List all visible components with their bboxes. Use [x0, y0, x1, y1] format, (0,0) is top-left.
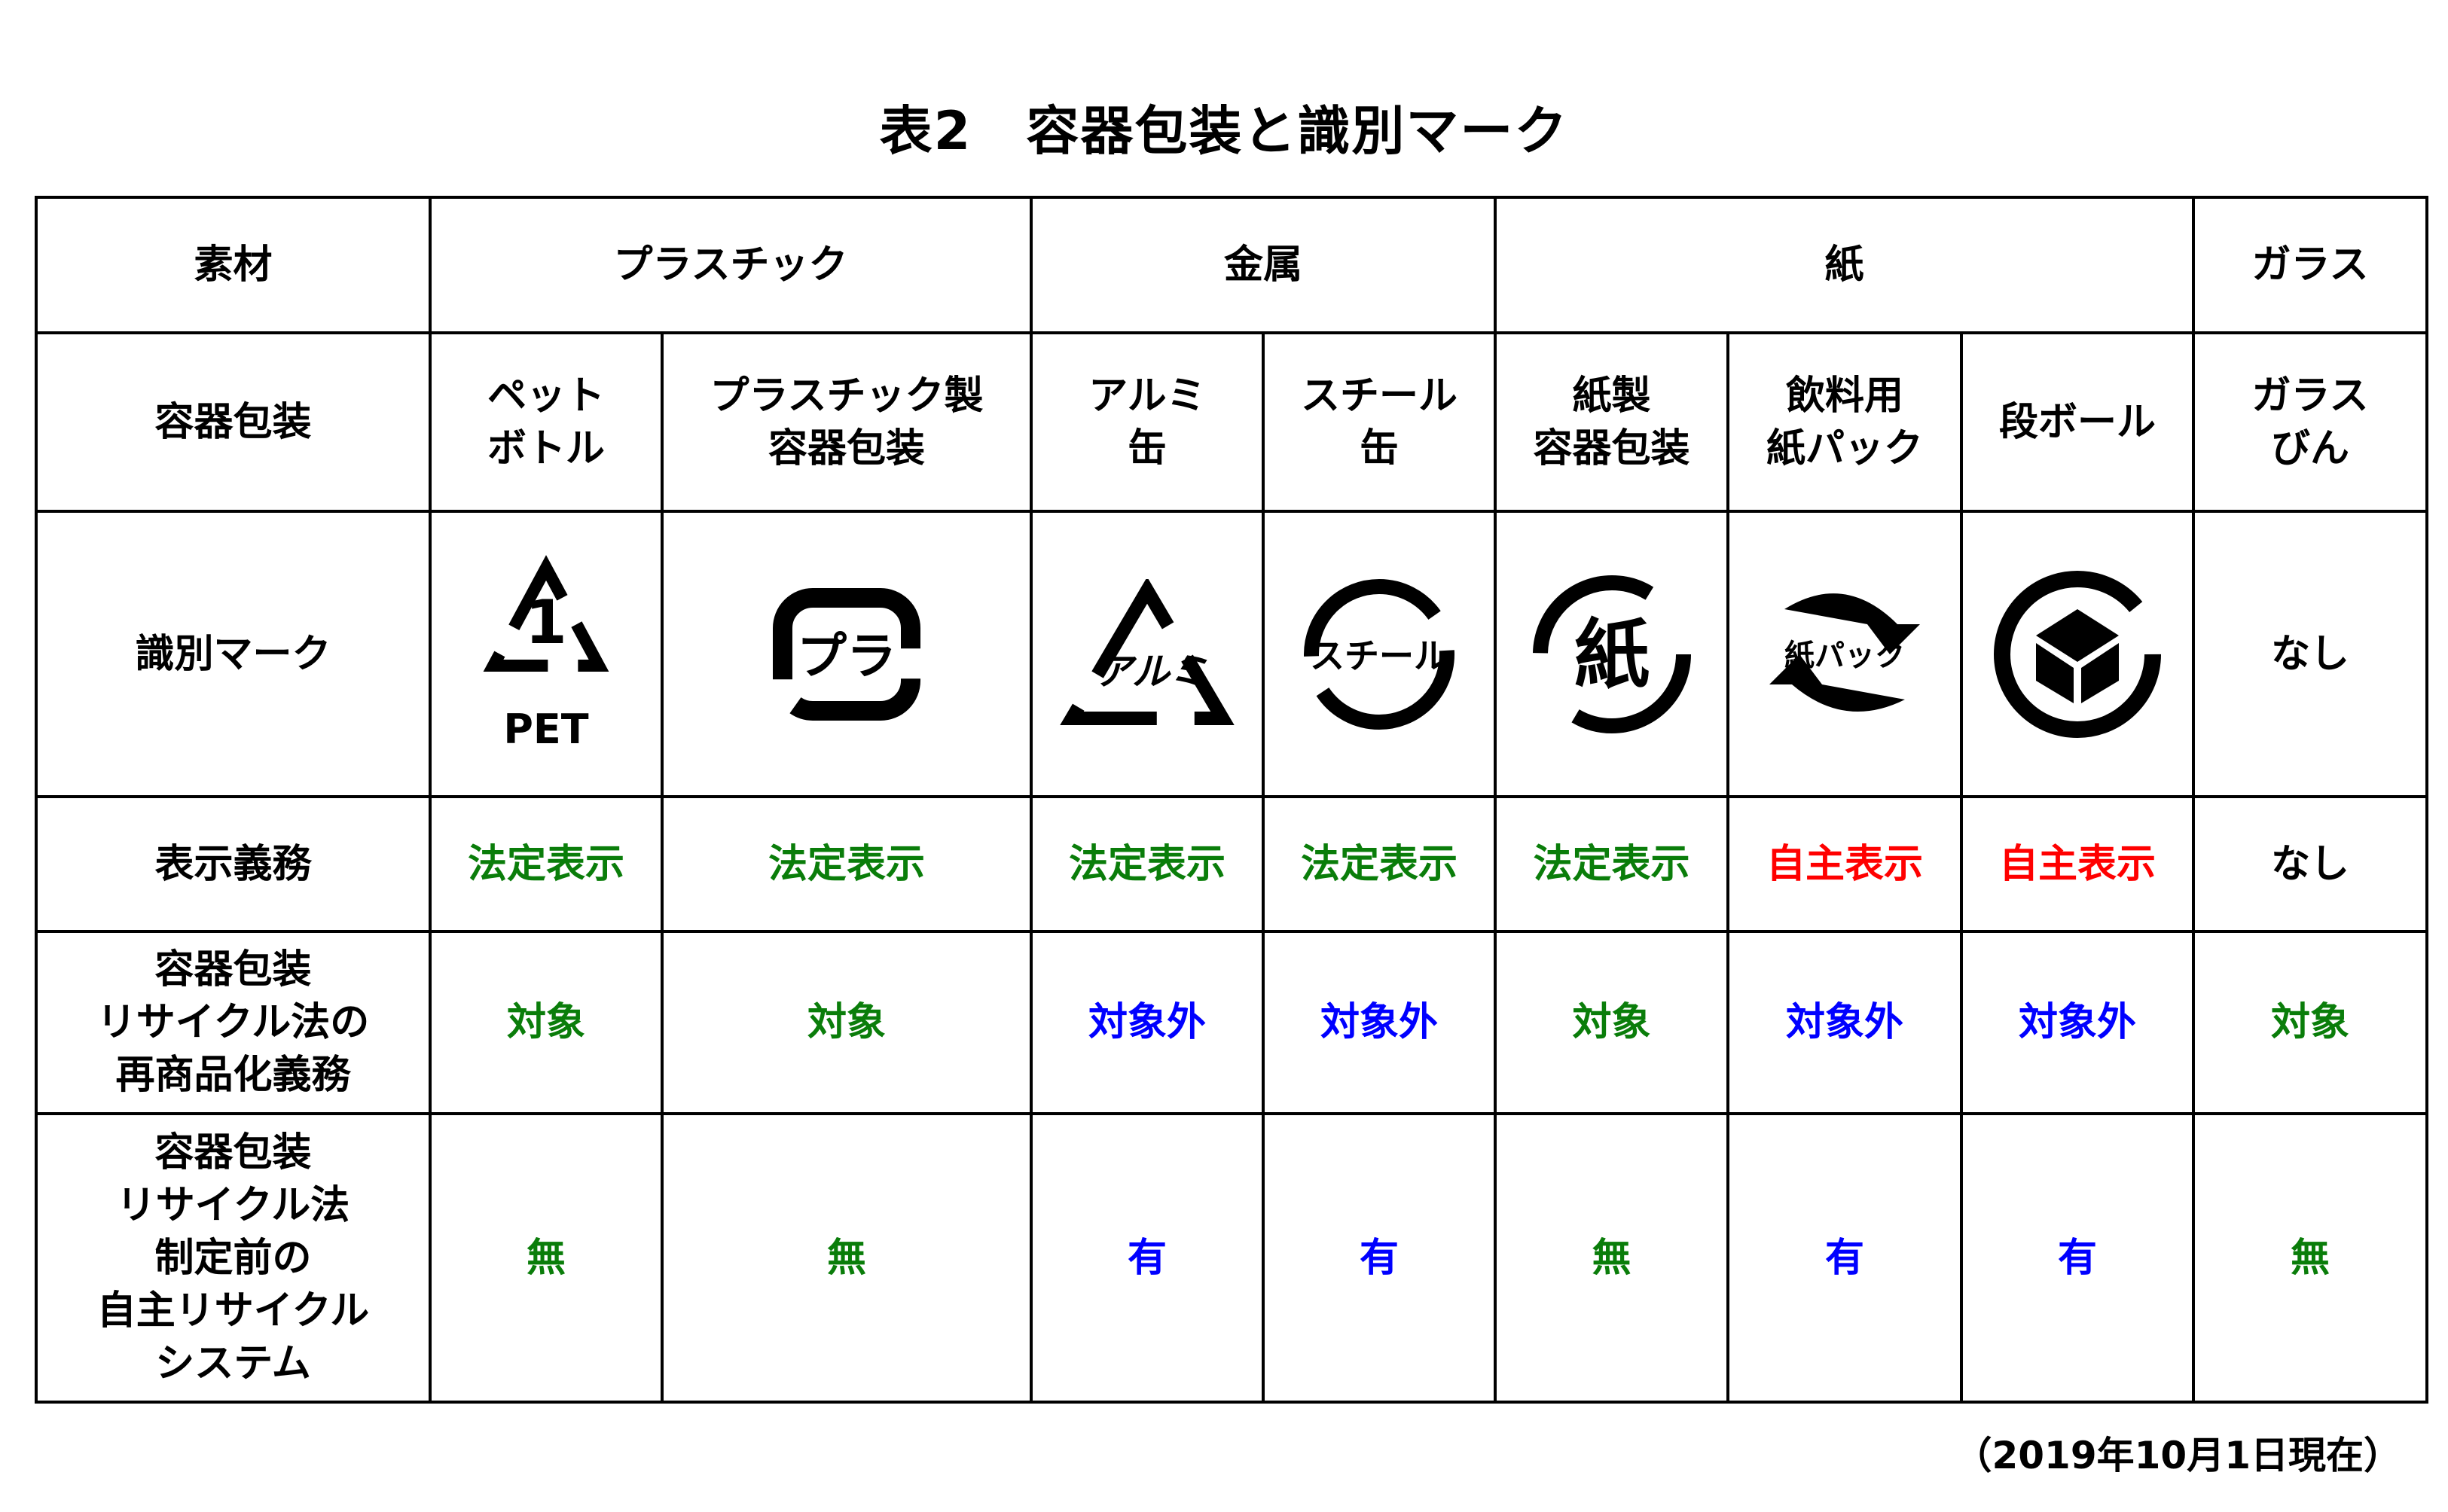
svg-text:1: 1 — [525, 587, 567, 657]
obligation-value: 自主表示 — [1960, 795, 2196, 933]
paper-recycle-mark-icon: 紙 — [1494, 510, 1730, 798]
svg-text:紙パック: 紙パック — [1784, 639, 1905, 673]
svg-text:アルミ: アルミ — [1094, 650, 1207, 694]
reprocess-obligation-value: 対象外 — [1261, 930, 1497, 1115]
row-label-reprocess: 容器包装 リサイクル法の 再商品化義務 — [35, 930, 432, 1115]
reprocess-obligation-value: 対象外 — [1726, 930, 1964, 1115]
voluntary-recycling-value: 無 — [2192, 1112, 2429, 1404]
header-plastic: プラスチック — [429, 196, 1033, 334]
obligation-value: 法定表示 — [661, 795, 1033, 933]
obligation-value: 法定表示 — [1030, 795, 1265, 933]
row-label-container: 容器包装 — [35, 331, 432, 513]
row-label-obligation: 表示義務 — [35, 795, 432, 933]
voluntary-recycling-value: 無 — [1494, 1112, 1730, 1404]
header-material: 素材 — [35, 196, 432, 334]
obligation-value: 法定表示 — [429, 795, 664, 933]
steel-recycle-mark-icon: スチール — [1261, 510, 1497, 798]
voluntary-recycling-value: 有 — [1261, 1112, 1497, 1404]
svg-text:紙: 紙 — [1574, 611, 1650, 699]
reprocess-obligation-value: 対象 — [1494, 930, 1730, 1115]
reprocess-obligation-value: 対象外 — [1030, 930, 1265, 1115]
reprocess-obligation-value: 対象外 — [1960, 930, 2196, 1115]
obligation-value: 自主表示 — [1726, 795, 1964, 933]
header-paper: 紙 — [1494, 196, 2196, 334]
container-mark-table: 素材 プラスチック 金属 紙 ガラス 容器包装 ペット ボトル プラスチック製 容器… — [35, 196, 2429, 1404]
pla-recycle-mark-icon: プラ — [661, 510, 1033, 798]
header-glass: ガラス — [2192, 196, 2429, 334]
container-name: ペット ボトル — [429, 331, 664, 513]
page-title: 表2 容器包装と識別マーク — [879, 100, 1569, 162]
svg-text:プラ: プラ — [797, 627, 896, 685]
aluminum-recycle-mark-icon: アルミ — [1030, 510, 1265, 798]
svg-text:スチール: スチール — [1310, 636, 1448, 676]
obligation-value: 法定表示 — [1494, 795, 1730, 933]
pet-recycle-mark-icon: 1 PET — [429, 510, 664, 798]
no-mark-text: なし — [2192, 510, 2429, 798]
cardboard-mark-icon — [1960, 510, 2196, 798]
reprocess-obligation-value: 対象 — [661, 930, 1033, 1115]
row-label-mark: 識別マーク — [35, 510, 432, 798]
row-label-voluntary: 容器包装 リサイクル法 制定前の 自主リサイクル システム — [35, 1112, 432, 1404]
container-name: スチール 缶 — [1261, 331, 1497, 513]
header-metal: 金属 — [1029, 196, 1497, 334]
mark-caption: PET — [503, 705, 589, 753]
paper-pack-mark-icon: 紙パック — [1726, 510, 1964, 798]
container-name: 飲料用 紙パック — [1726, 331, 1964, 513]
voluntary-recycling-value: 有 — [1960, 1112, 2196, 1404]
voluntary-recycling-value: 有 — [1030, 1112, 1265, 1404]
voluntary-recycling-value: 有 — [1726, 1112, 1964, 1404]
obligation-value: なし — [2192, 795, 2429, 933]
container-name: 段ボール — [1960, 331, 2196, 513]
reprocess-obligation-value: 対象 — [429, 930, 664, 1115]
container-name: プラスチック製 容器包装 — [661, 331, 1033, 513]
date-note: （2019年10月1日現在） — [1954, 1434, 2401, 1477]
voluntary-recycling-value: 無 — [429, 1112, 664, 1404]
container-name: 紙製 容器包装 — [1494, 331, 1730, 513]
container-name: ガラス びん — [2192, 331, 2429, 513]
voluntary-recycling-value: 無 — [661, 1112, 1033, 1404]
reprocess-obligation-value: 対象 — [2192, 930, 2429, 1115]
container-name: アルミ 缶 — [1030, 331, 1265, 513]
obligation-value: 法定表示 — [1261, 795, 1497, 933]
